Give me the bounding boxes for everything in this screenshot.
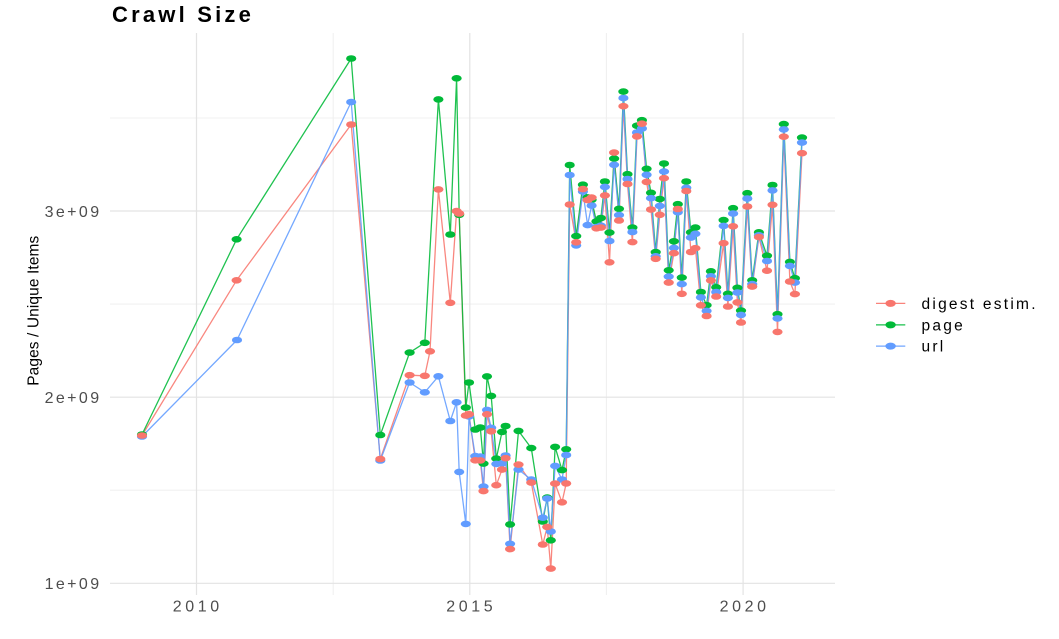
svg-text:url: url — [922, 339, 946, 356]
svg-text:1e+09: 1e+09 — [45, 576, 102, 593]
svg-text:2020: 2020 — [720, 599, 770, 616]
svg-text:2015: 2015 — [446, 599, 496, 616]
svg-text:page: page — [922, 317, 965, 334]
svg-text:3e+09: 3e+09 — [45, 204, 102, 221]
svg-text:Crawl Size: Crawl Size — [112, 2, 254, 27]
svg-text:Pages / Unique Items: Pages / Unique Items — [26, 235, 43, 385]
svg-text:2e+09: 2e+09 — [45, 390, 102, 407]
svg-text:digest estim.: digest estim. — [922, 296, 1038, 313]
svg-text:2010: 2010 — [173, 599, 223, 616]
